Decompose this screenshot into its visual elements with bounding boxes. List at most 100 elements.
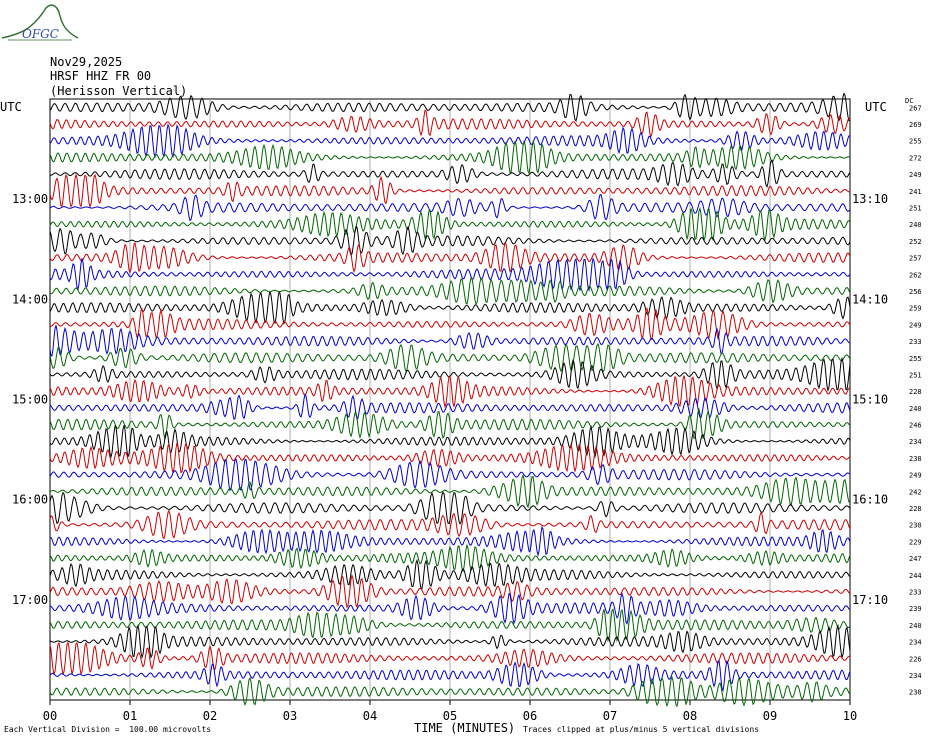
dc-offset-label: 252	[909, 238, 922, 246]
trace-row-9	[49, 225, 851, 257]
hour-label-right: 13:10	[852, 192, 888, 206]
dc-offset-label: 244	[909, 572, 922, 580]
dc-offset-label: 233	[909, 338, 922, 346]
trace-row-27	[50, 525, 851, 557]
clip-note: Traces clipped at plus/minus 5 vertical …	[523, 725, 760, 734]
dc-offset-label: 233	[909, 589, 922, 597]
trace-row-22	[49, 441, 851, 474]
dc-offset-label: 272	[909, 154, 922, 162]
hour-label-right: 17:10	[852, 593, 888, 607]
dc-offset-label: 240	[909, 622, 922, 630]
dc-offset-label: 259	[909, 305, 922, 313]
hour-label-right: 14:10	[852, 292, 888, 306]
trace-row-16	[49, 342, 851, 373]
dc-column-label: DC	[905, 97, 914, 105]
trace-row-14	[49, 307, 851, 341]
trace-row-10	[49, 241, 851, 275]
dc-offset-label: 242	[909, 488, 922, 496]
dc-offset-label: 246	[909, 422, 922, 430]
station-code: HRSF HHZ FR 00	[50, 69, 152, 83]
trace-row-29	[49, 558, 851, 590]
trace-row-1	[49, 92, 851, 122]
trace-row-25	[49, 491, 851, 525]
utc-label-left: UTC	[0, 100, 22, 114]
dc-offset-label: 228	[909, 388, 922, 396]
trace-row-35	[49, 659, 851, 693]
trace-row-6	[49, 173, 851, 209]
dc-offset-label: 234	[909, 672, 922, 680]
trace-row-30	[49, 573, 851, 609]
x-tick-label: 00	[43, 709, 57, 723]
trace-row-36	[49, 675, 851, 708]
seismic-traces	[49, 92, 851, 708]
dc-offset-label: 256	[909, 288, 922, 296]
trace-row-19	[49, 393, 851, 421]
dc-offset-label: 249	[909, 171, 922, 179]
hour-label-right: 15:10	[852, 393, 888, 407]
trace-row-21	[49, 424, 851, 459]
trace-row-31	[49, 592, 851, 626]
logo-text: OFGC	[22, 27, 59, 41]
hour-label-left: 13:00	[12, 192, 48, 206]
x-tick-label: 05	[443, 709, 457, 723]
trace-row-28	[49, 543, 851, 573]
x-axis-ticks: 00 01 02 03 04 05 06 07 08 09 10	[43, 700, 857, 723]
trace-row-8	[49, 206, 851, 242]
dc-offset-label: 257	[909, 255, 922, 263]
dc-offset-label: 255	[909, 355, 922, 363]
trace-row-18	[49, 375, 850, 409]
dc-offset-label: 238	[909, 455, 922, 463]
dc-offset-label: 240	[909, 405, 922, 413]
trace-row-2	[49, 109, 851, 138]
trace-row-4	[49, 139, 851, 175]
trace-row-34	[49, 641, 851, 676]
x-tick-label: 08	[683, 709, 697, 723]
trace-row-13	[49, 290, 851, 326]
dc-offset-label: 249	[909, 321, 922, 329]
trace-row-23	[49, 458, 851, 492]
x-tick-label: 09	[763, 709, 777, 723]
trace-row-7	[49, 194, 851, 222]
hour-label-left: 17:00	[12, 593, 48, 607]
trace-row-15	[49, 325, 851, 357]
hour-label-left: 14:00	[12, 292, 48, 306]
ofgc-logo-icon: OFGC	[1, 4, 79, 41]
dc-offset-label: 226	[909, 655, 922, 663]
dc-offset-label: 234	[909, 639, 922, 647]
trace-row-12	[49, 277, 851, 305]
x-tick-label: 02	[203, 709, 217, 723]
dc-offset-label: 269	[909, 121, 922, 129]
x-tick-label: 04	[363, 709, 377, 723]
hour-label-left: 16:00	[12, 493, 48, 507]
x-tick-label: 10	[843, 709, 857, 723]
trace-row-32	[49, 608, 851, 643]
record-date: Nov29,2025	[50, 55, 123, 69]
hour-label-left: 15:00	[12, 393, 48, 407]
trace-row-26	[49, 509, 851, 540]
trace-row-11	[49, 257, 851, 293]
dc-offset-label: 229	[909, 538, 922, 546]
dc-offset-label: 239	[909, 605, 922, 613]
dc-offset-label: 241	[909, 188, 922, 196]
x-axis-title: TIME (MINUTES)	[414, 721, 516, 735]
dc-offset-label: 251	[909, 372, 922, 380]
plot-labels: 267 269 255 272 249 241 251 240 252 257 262 256 259 2…	[12, 104, 922, 696]
dc-offset-label: 255	[909, 138, 922, 146]
dc-offset-label: 267	[909, 104, 922, 112]
x-tick-label: 01	[123, 709, 137, 723]
trace-row-5	[49, 159, 851, 188]
hour-label-right: 16:10	[852, 493, 888, 507]
dc-offset-label: 240	[909, 221, 922, 229]
trace-row-3	[49, 123, 851, 159]
trace-row-20	[49, 407, 851, 441]
dc-offset-label: 234	[909, 438, 922, 446]
trace-row-24	[49, 474, 851, 509]
x-tick-label: 06	[523, 709, 537, 723]
dc-offset-label: 249	[909, 472, 922, 480]
x-tick-label: 03	[283, 709, 297, 723]
trace-row-33	[49, 623, 851, 660]
scale-note: Each Vertical Division = 100.00 microvol…	[4, 725, 212, 734]
dc-offset-label: 251	[909, 205, 922, 213]
channel-name: (Herisson Vertical)	[50, 84, 188, 98]
